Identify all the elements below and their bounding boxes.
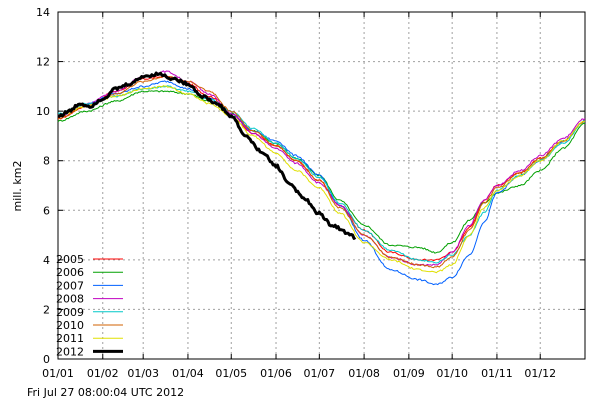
y-tick-label: 6 [43, 204, 50, 217]
y-tick-label: 0 [43, 353, 50, 366]
y-tick-label: 2 [43, 303, 50, 316]
series-line-2011 [57, 85, 586, 274]
x-tick-label: 01/09 [393, 367, 425, 380]
y-tick-label: 14 [36, 6, 50, 19]
x-tick-label: 01/11 [481, 367, 513, 380]
y-tick-label: 8 [43, 155, 50, 168]
series-line-2008 [57, 70, 586, 267]
legend-label-2007: 2007 [56, 279, 84, 292]
timestamp: Fri Jul 27 08:00:04 UTC 2012 [27, 386, 184, 399]
x-tick-label: 01/01 [42, 367, 74, 380]
series-line-2010 [57, 75, 586, 269]
y-axis-ticks: 0 2 4 6 8 10 12 14 [36, 6, 585, 366]
legend-label-2012: 2012 [56, 345, 84, 358]
x-tick-label: 01/08 [348, 367, 380, 380]
y-axis-label: mill. km2 [11, 161, 24, 212]
legend-label-2011: 2011 [56, 332, 84, 345]
series-line-2007 [57, 80, 586, 286]
series-line-2009 [57, 85, 586, 264]
x-tick-label: 01/07 [303, 367, 335, 380]
series-line-2005 [57, 75, 586, 262]
series-line-2012 [57, 71, 357, 240]
x-tick-label: 01/06 [260, 367, 292, 380]
legend-label-2010: 2010 [56, 319, 84, 332]
x-tick-label: 01/02 [87, 367, 119, 380]
plot-frame [57, 11, 586, 360]
x-axis-ticks: 01/01 01/02 01/03 01/04 01/05 01/06 01/07 01/08… [42, 12, 556, 380]
x-tick-label: 01/04 [172, 367, 204, 380]
legend-label-2005: 2005 [56, 253, 84, 266]
x-tick-label: 01/05 [215, 367, 247, 380]
y-tick-label: 10 [36, 105, 50, 118]
series-lines [57, 70, 586, 286]
legend-label-2009: 2009 [56, 306, 84, 319]
y-tick-label: 4 [43, 254, 50, 267]
legend-label-2008: 2008 [56, 293, 84, 306]
x-tick-label: 01/12 [524, 367, 556, 380]
x-tick-label: 01/10 [436, 367, 468, 380]
y-tick-label: 12 [36, 56, 50, 69]
series-line-2006 [57, 90, 586, 254]
legend-label-2006: 2006 [56, 266, 84, 279]
x-tick-label: 01/03 [127, 367, 159, 380]
